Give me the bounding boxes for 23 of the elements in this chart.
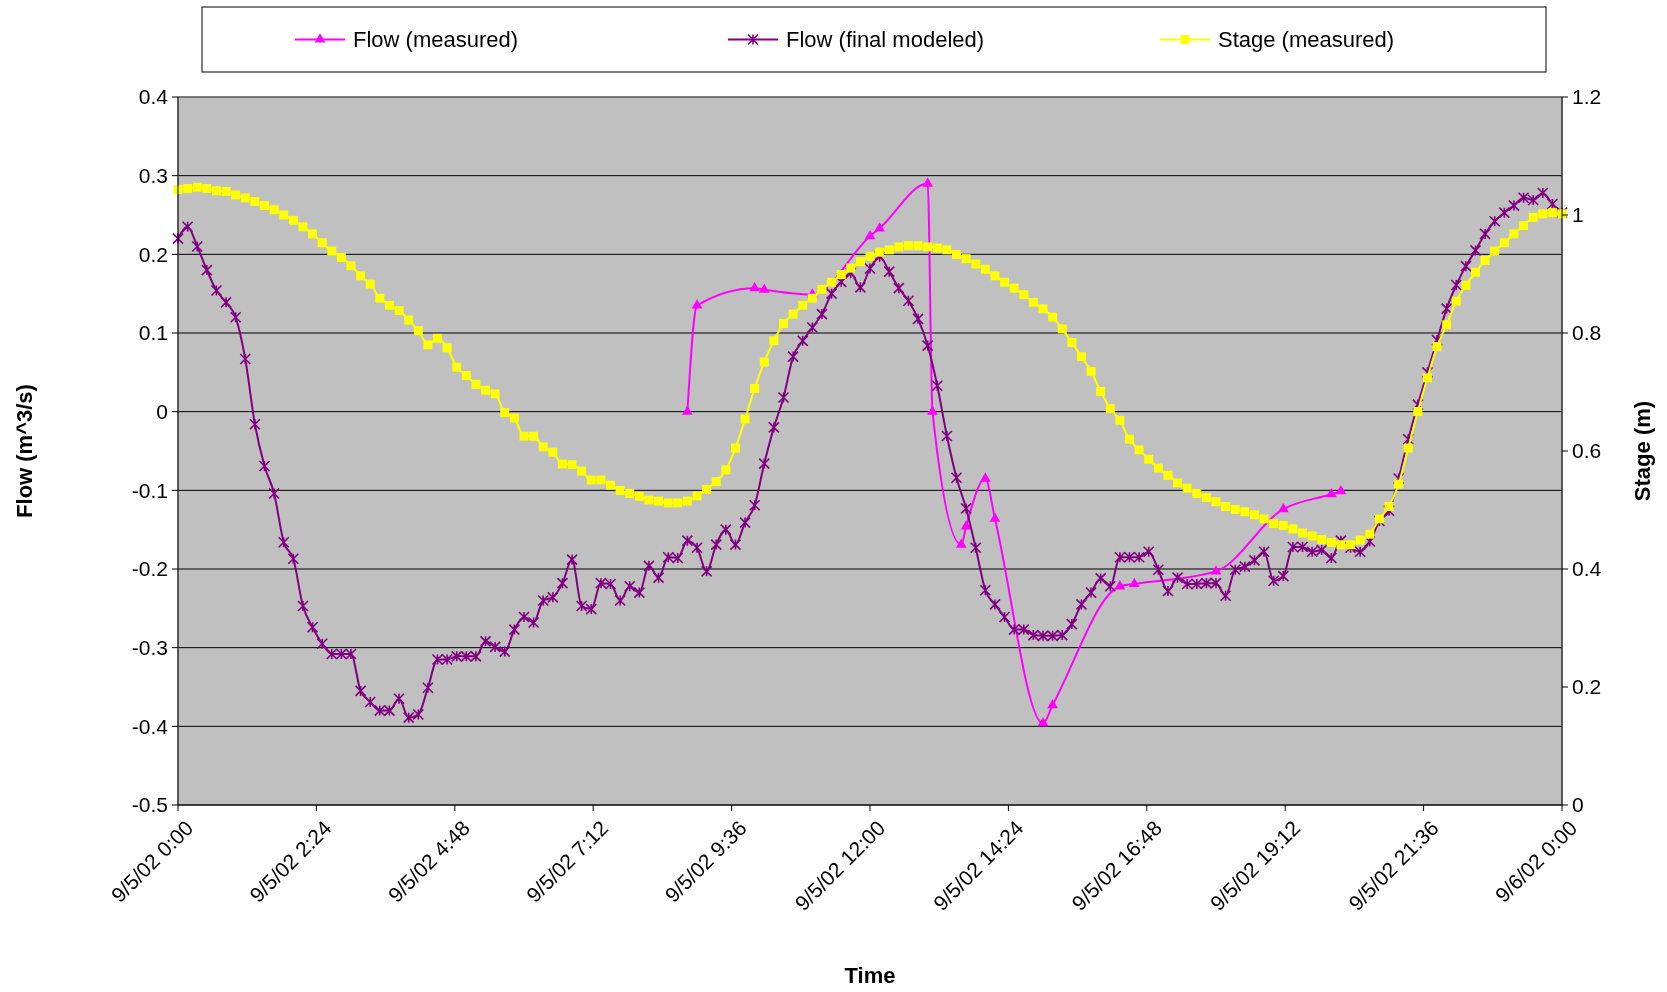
y-tick-label: 0.3 bbox=[138, 164, 168, 188]
y-tick-label: -0.3 bbox=[131, 636, 168, 660]
y-tick-label: -0.1 bbox=[131, 478, 168, 502]
y-axis-title: Flow (m^3/s) bbox=[12, 384, 37, 518]
y-tick-label: 0.2 bbox=[138, 242, 168, 266]
y-tick-label: -0.5 bbox=[131, 793, 168, 817]
y-tick-label: 0.4 bbox=[138, 85, 169, 109]
y2-tick-label: 1.2 bbox=[1572, 85, 1602, 109]
y2-tick-label: 0.6 bbox=[1572, 439, 1602, 463]
y2-tick-label: 0 bbox=[1572, 793, 1584, 817]
y2-axis-title: Stage (m) bbox=[1630, 400, 1655, 502]
legend-label: Flow (final modeled) bbox=[786, 27, 985, 53]
legend-label: Stage (measured) bbox=[1218, 27, 1395, 53]
y-tick-label: 0.1 bbox=[138, 321, 168, 345]
y-tick-label: -0.2 bbox=[131, 557, 168, 581]
y2-tick-label: 0.2 bbox=[1572, 675, 1602, 699]
y-tick-label: 0 bbox=[156, 400, 168, 424]
legend-label: Flow (measured) bbox=[353, 27, 519, 53]
y2-tick-label: 0.8 bbox=[1572, 321, 1602, 345]
y2-tick-label: 1 bbox=[1572, 203, 1584, 227]
y2-tick-label: 0.4 bbox=[1572, 557, 1602, 581]
y-tick-label: -0.4 bbox=[131, 714, 169, 738]
x-axis-title: Time bbox=[844, 963, 896, 988]
